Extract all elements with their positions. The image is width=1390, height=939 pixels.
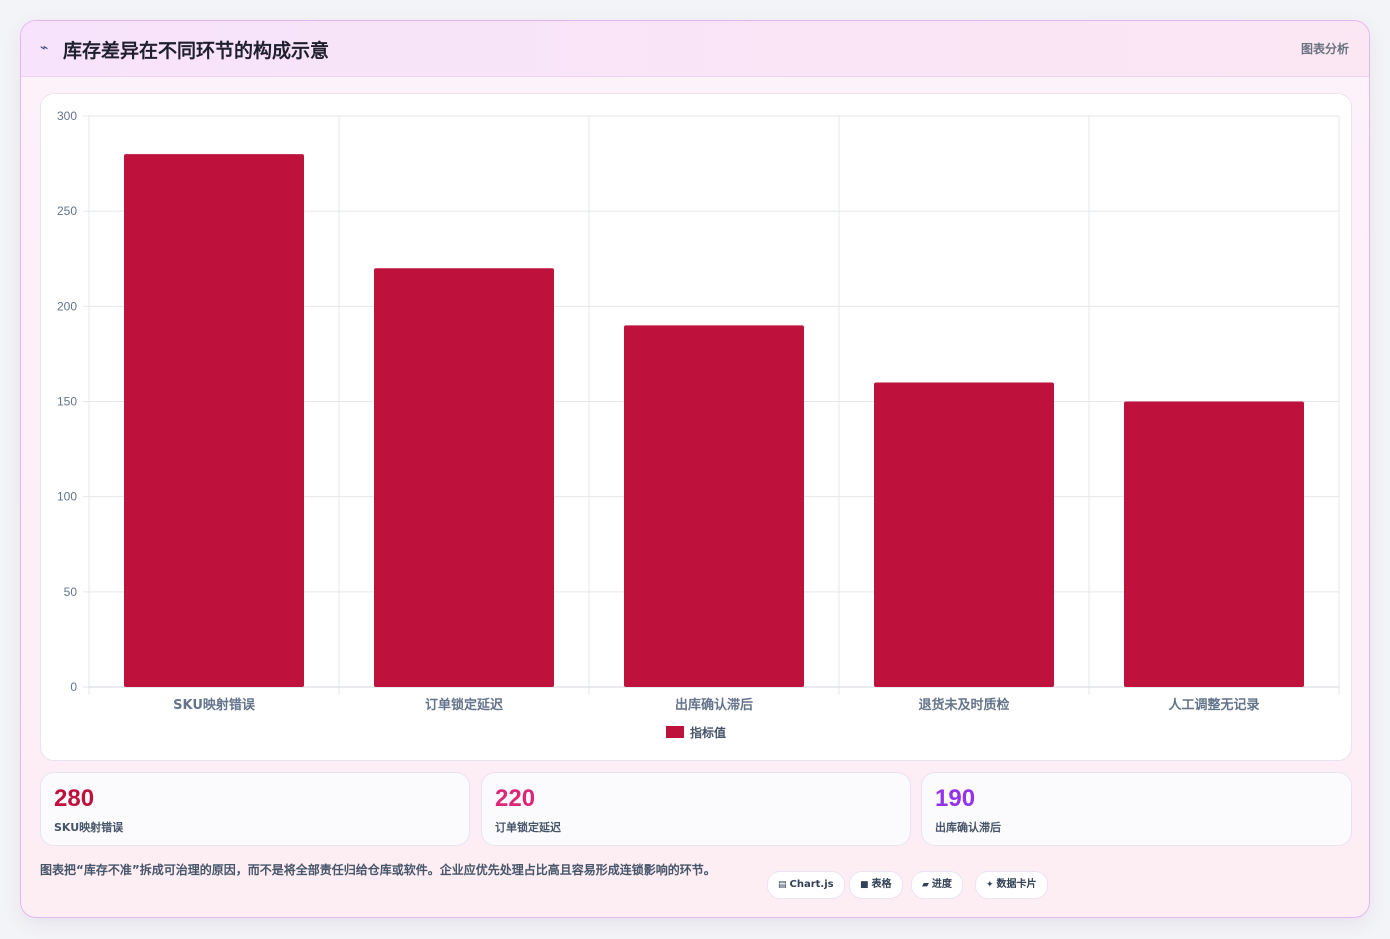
y-tick-label: 250 [57,204,77,218]
stat-card: 190 出库确认滞后 [921,772,1352,846]
legend-label: 指标值 [690,725,726,740]
y-tick-label: 0 [70,680,77,694]
x-tick-label: SKU映射错误 [173,697,256,713]
bar [624,325,804,687]
stat-value: 280 [54,785,95,812]
y-tick-label: 50 [64,585,78,599]
chip-data-card[interactable]: ✦ 数据卡片 [975,871,1048,899]
stat-label: SKU映射错误 [54,821,124,834]
y-tick-label: 150 [57,395,77,409]
chip-table[interactable]: ■ 表格 [849,871,903,899]
bar [124,154,304,688]
bar [1124,401,1304,687]
chip-label: 进度 [931,879,952,890]
y-tick-label: 100 [57,490,77,504]
header-tag: 图表分析 [1300,42,1349,56]
y-tick-label: 300 [57,109,77,123]
x-tick-label: 退货未及时质检 [918,697,1009,713]
chip-label: Chart.js [789,879,834,890]
legend-swatch [666,726,684,738]
chip-label: 表格 [871,879,892,890]
chart-area: 0 50 100 150 200 250 300 SKU映射错误 订单锁定延迟 出库确认滞后 退货未… [40,93,1352,761]
chip-label: 数据卡片 [996,879,1037,890]
chart-card: ⌁ 库存差异在不同环节的构成示意 图表分析 0 50 100 150 200 250 300… [20,20,1370,918]
stat-label: 出库确认滞后 [935,821,1001,834]
chart-icon: ▤ [778,880,787,890]
chart-line-icon: ⌁ [40,40,49,56]
x-tick-label: 出库确认滞后 [675,697,753,713]
chip-chartjs[interactable]: ▤ Chart.js [767,871,845,899]
chip-progress[interactable]: ▰ 进度 [911,871,963,899]
bar-chart: 0 50 100 150 200 250 300 SKU映射错误 订单锁定延迟 出库确认滞后 退货未… [57,109,1340,740]
stat-value: 190 [935,785,976,812]
sparkle-icon: ✦ [986,880,994,890]
table-icon: ■ [860,880,869,890]
stat-card: 220 订单锁定延迟 [481,772,911,846]
chart-note: 图表把“库存不准”拆成可治理的原因，而不是将全部责任归给仓库或软件。企业应优先处… [40,863,716,877]
chart-title: 库存差异在不同环节的构成示意 [63,40,330,62]
x-tick-label: 人工调整无记录 [1168,697,1259,713]
stat-card: 280 SKU映射错误 [40,772,470,846]
y-tick-label: 200 [57,299,77,313]
card-header: ⌁ 库存差异在不同环节的构成示意 图表分析 [21,21,1369,77]
x-tick-label: 订单锁定延迟 [425,697,503,713]
progress-icon: ▰ [922,880,929,890]
stat-label: 订单锁定延迟 [495,821,561,834]
stat-value: 220 [495,785,536,812]
bar [874,382,1054,687]
bar [374,268,554,687]
